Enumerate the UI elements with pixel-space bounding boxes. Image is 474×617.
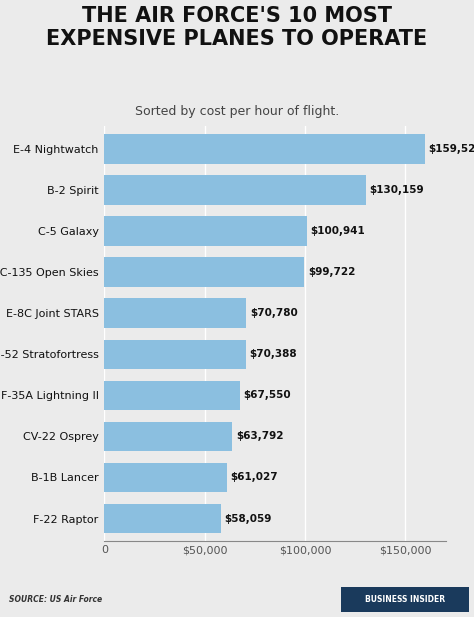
Bar [104,421,232,451]
Text: BUSINESS INSIDER: BUSINESS INSIDER [365,595,446,603]
Text: $70,780: $70,780 [250,308,298,318]
Text: $159,529: $159,529 [428,144,474,154]
Text: $130,159: $130,159 [369,185,424,195]
Text: SOURCE: US Air Force: SOURCE: US Air Force [9,595,102,603]
Text: $63,792: $63,792 [236,431,283,441]
Bar [104,381,240,410]
Bar [104,299,246,328]
Text: THE AIR FORCE'S 10 MOST
EXPENSIVE PLANES TO OPERATE: THE AIR FORCE'S 10 MOST EXPENSIVE PLANES… [46,6,428,49]
Bar [104,463,227,492]
Bar [104,217,307,246]
Bar [104,257,304,287]
Bar [104,339,246,369]
Text: $67,550: $67,550 [244,391,291,400]
Text: $100,941: $100,941 [310,226,365,236]
Text: Sorted by cost per hour of flight.: Sorted by cost per hour of flight. [135,105,339,118]
Text: $58,059: $58,059 [225,513,272,524]
Text: $70,388: $70,388 [249,349,297,359]
Bar [104,175,365,205]
Bar [104,503,221,533]
Text: $61,027: $61,027 [230,473,278,482]
FancyBboxPatch shape [341,587,469,611]
Bar [104,135,425,164]
Text: $99,722: $99,722 [308,267,356,277]
